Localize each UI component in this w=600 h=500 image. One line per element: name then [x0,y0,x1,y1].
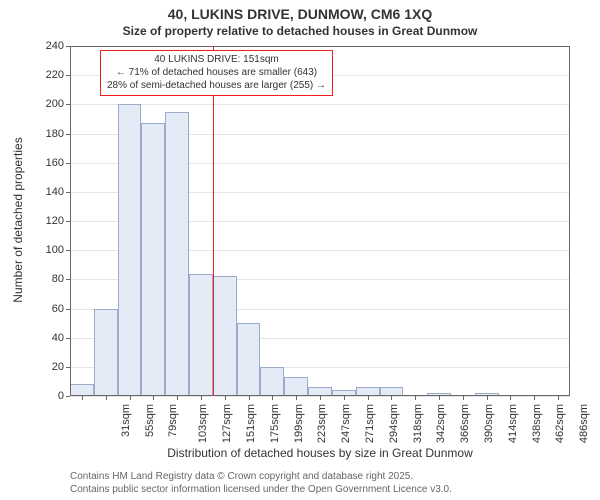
xtick-label: 199sqm [293,404,305,443]
right-axis-line [569,46,570,396]
ytick-label: 0 [58,390,64,402]
annotation-line: 40 LUKINS DRIVE: 151sqm [107,53,326,66]
xtick-mark [130,396,131,400]
xtick-mark [201,396,202,400]
footer-line: Contains public sector information licen… [70,484,452,497]
xtick-mark [106,396,107,400]
xtick-mark [177,396,178,400]
annotation-line: ← 71% of detached houses are smaller (64… [107,66,326,79]
ytick-label: 140 [46,186,64,198]
ytick-label: 240 [46,40,64,52]
xtick-mark [82,396,83,400]
xtick-label: 366sqm [459,404,471,443]
xtick-label: 294sqm [388,404,400,443]
xtick-label: 414sqm [507,404,519,443]
xtick-mark [225,396,226,400]
xtick-mark [487,396,488,400]
chart-title: 40, LUKINS DRIVE, DUNMOW, CM6 1XQ [0,6,600,22]
bar [189,274,213,397]
xtick-label: 103sqm [197,404,209,443]
ytick-label: 40 [52,332,64,344]
bar [260,367,284,396]
marker-line [213,46,214,396]
bar [237,323,261,396]
xtick-mark [510,396,511,400]
xtick-mark [272,396,273,400]
gridline [70,104,570,105]
ytick-label: 20 [52,361,64,373]
ytick-label: 180 [46,128,64,140]
top-axis-line [70,46,570,47]
y-axis-line [70,46,71,396]
xtick-mark [368,396,369,400]
xtick-mark [558,396,559,400]
xtick-label: 79sqm [168,404,180,437]
y-axis-label: Number of detached properties [11,45,25,395]
xtick-mark [344,396,345,400]
bar [94,309,118,397]
annotation-line: 28% of semi-detached houses are larger (… [107,79,326,92]
bar [118,104,142,396]
ytick-label: 220 [46,69,64,81]
footer: Contains HM Land Registry data © Crown c… [70,471,452,496]
x-axis-line [70,395,570,396]
ytick-label: 160 [46,157,64,169]
xtick-label: 462sqm [555,404,567,443]
xtick-label: 151sqm [245,404,257,443]
xtick-mark [415,396,416,400]
xtick-label: 247sqm [340,404,352,443]
ytick-label: 120 [46,215,64,227]
ytick-label: 80 [52,273,64,285]
xtick-label: 55sqm [144,404,156,437]
bar [284,377,308,396]
xtick-mark [439,396,440,400]
xtick-label: 390sqm [483,404,495,443]
chart-subtitle: Size of property relative to detached ho… [0,24,600,38]
xtick-mark [463,396,464,400]
x-axis-label: Distribution of detached houses by size … [70,446,570,460]
ytick-label: 200 [46,98,64,110]
ytick-mark [66,396,70,397]
xtick-label: 342sqm [436,404,448,443]
xtick-label: 175sqm [269,404,281,443]
xtick-mark [153,396,154,400]
xtick-label: 486sqm [578,404,590,443]
annotation-box: 40 LUKINS DRIVE: 151sqm← 71% of detached… [100,50,333,96]
xtick-label: 318sqm [412,404,424,443]
xtick-mark [249,396,250,400]
xtick-mark [391,396,392,400]
bar [213,276,237,396]
xtick-label: 127sqm [221,404,233,443]
xtick-mark [534,396,535,400]
ytick-label: 100 [46,244,64,256]
footer-line: Contains HM Land Registry data © Crown c… [70,471,452,484]
xtick-label: 31sqm [120,404,132,437]
xtick-mark [296,396,297,400]
bar [165,112,189,396]
plot-area: 02040608010012014016018020022024031sqm55… [70,46,570,396]
chart-container: 40, LUKINS DRIVE, DUNMOW, CM6 1XQ Size of… [0,0,600,500]
xtick-label: 223sqm [316,404,328,443]
xtick-mark [320,396,321,400]
bar [141,123,165,396]
xtick-label: 271sqm [364,404,376,443]
ytick-label: 60 [52,303,64,315]
xtick-label: 438sqm [531,404,543,443]
